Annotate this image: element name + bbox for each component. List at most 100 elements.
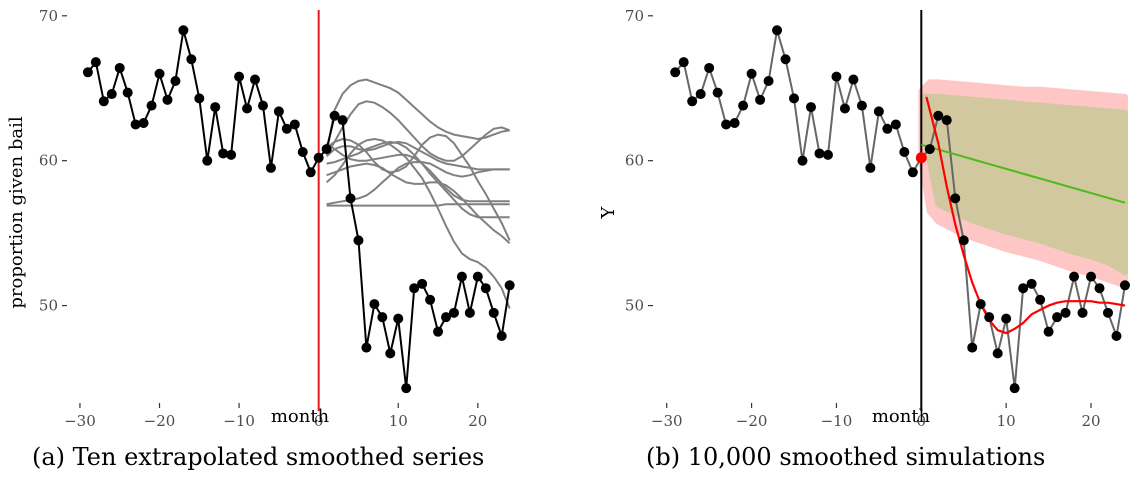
observed-data-point bbox=[822, 149, 833, 160]
observed-data-point bbox=[385, 348, 396, 359]
observed-data-point bbox=[297, 146, 308, 157]
observed-data-point bbox=[265, 162, 276, 173]
observed-data-point bbox=[138, 118, 149, 129]
x-tick-label: −10 bbox=[223, 412, 255, 430]
observed-data-point bbox=[345, 193, 356, 204]
observed-data-point bbox=[250, 74, 261, 85]
y-tick-label: 50 bbox=[39, 297, 58, 315]
observed-data-point bbox=[1001, 313, 1012, 324]
observed-data-point bbox=[738, 100, 749, 111]
extrapolated-series-line bbox=[326, 161, 510, 206]
observed-data-point bbox=[289, 119, 300, 130]
observed-data-point bbox=[899, 146, 910, 157]
observed-data-point bbox=[234, 71, 245, 82]
extrapolated-series-line bbox=[326, 142, 510, 203]
observed-data-point bbox=[488, 307, 499, 318]
observed-data-point bbox=[98, 96, 109, 107]
y-axis-title: Y bbox=[598, 205, 619, 219]
observed-data-point bbox=[472, 271, 483, 282]
observed-data-point bbox=[114, 62, 125, 73]
observed-data-point bbox=[1043, 326, 1054, 337]
observed-data-point bbox=[194, 93, 205, 104]
observed-data-point bbox=[480, 283, 491, 294]
y-tick-label: 50 bbox=[625, 297, 644, 315]
observed-data-point bbox=[178, 25, 189, 36]
observed-data-point bbox=[353, 235, 364, 246]
x-tick-label: −30 bbox=[64, 412, 96, 430]
observed-data-point bbox=[1009, 383, 1020, 394]
observed-data-point bbox=[210, 102, 221, 113]
observed-data-point bbox=[122, 87, 133, 98]
smoothed-mean-line bbox=[925, 96, 1126, 335]
observed-data-point bbox=[746, 68, 757, 79]
observed-data-point bbox=[1111, 331, 1122, 342]
x-tick-label: −30 bbox=[651, 412, 683, 430]
observed-series-line bbox=[87, 30, 511, 389]
observed-data-point bbox=[329, 110, 340, 121]
x-tick-label: 20 bbox=[468, 412, 487, 430]
caption-panel-a: (a) Ten extrapolated smoothed series bbox=[32, 443, 485, 471]
observed-data-point bbox=[401, 383, 412, 394]
observed-data-point bbox=[763, 75, 774, 86]
observed-data-point bbox=[721, 119, 732, 130]
observed-data-point bbox=[393, 313, 404, 324]
observed-data-point bbox=[848, 74, 859, 85]
observed-data-point bbox=[712, 87, 723, 98]
x-tick-label: 20 bbox=[1081, 412, 1100, 430]
observed-data-point bbox=[82, 67, 93, 78]
observed-data-point bbox=[313, 152, 324, 163]
observed-data-point bbox=[797, 155, 808, 166]
observed-data-point bbox=[678, 57, 689, 68]
extrapolated-series-line bbox=[325, 100, 511, 162]
x-tick-label: 10 bbox=[997, 412, 1016, 430]
x-tick-label: −20 bbox=[144, 412, 176, 430]
observed-data-point bbox=[1018, 283, 1029, 294]
observed-data-point bbox=[865, 162, 876, 173]
observed-data-point bbox=[496, 331, 507, 342]
observed-data-point bbox=[873, 106, 884, 117]
observed-data-point bbox=[425, 294, 436, 305]
observed-data-point bbox=[361, 342, 372, 353]
x-tick-label: −10 bbox=[821, 412, 853, 430]
observed-data-point bbox=[933, 110, 944, 121]
observed-data-point bbox=[1035, 294, 1046, 305]
observed-data-point bbox=[464, 307, 475, 318]
observed-data-point bbox=[1102, 307, 1113, 318]
observed-data-point bbox=[146, 100, 157, 111]
observed-data-point bbox=[890, 119, 901, 130]
observed-data-point bbox=[755, 94, 766, 105]
panel-b-chart: 50 60 70 −30 −20 −10 0 10 20 month Y bbox=[598, 7, 1130, 430]
observed-data-point bbox=[202, 155, 213, 166]
observed-data-point bbox=[789, 93, 800, 104]
observed-data-point bbox=[704, 62, 715, 73]
observed-data-point bbox=[417, 278, 428, 289]
extrapolated-series-line bbox=[325, 78, 510, 154]
observed-data-point bbox=[805, 102, 816, 113]
observed-data-point bbox=[729, 118, 740, 129]
observed-data-point bbox=[504, 280, 515, 291]
y-axis-title: proportion given bail bbox=[6, 116, 27, 308]
observed-data-point bbox=[242, 103, 253, 114]
observed-data-point bbox=[907, 167, 918, 178]
observed-data-point bbox=[950, 193, 961, 204]
observed-data-point bbox=[456, 271, 467, 282]
observed-data-point bbox=[992, 348, 1003, 359]
observed-data-point bbox=[695, 89, 706, 100]
extrapolated-series-line bbox=[326, 162, 511, 245]
observed-data-point bbox=[1094, 283, 1105, 294]
observed-data-point bbox=[1026, 278, 1037, 289]
observed-data-point bbox=[1077, 307, 1088, 318]
inner-uncertainty-band bbox=[920, 93, 1128, 276]
x-axis-title: month bbox=[271, 406, 330, 427]
caption-panel-b: (b) 10,000 smoothed simulations bbox=[646, 443, 1046, 471]
y-tick-label: 70 bbox=[39, 7, 58, 25]
observed-data-point bbox=[154, 68, 165, 79]
observed-data-point bbox=[1069, 271, 1080, 282]
x-tick-label: −20 bbox=[736, 412, 768, 430]
observed-data-point bbox=[162, 94, 173, 105]
observed-data-point bbox=[273, 106, 284, 117]
observed-data-point bbox=[670, 67, 681, 78]
observed-data-point bbox=[831, 71, 842, 82]
panel-a-chart: 50 60 70 −30 −20 −10 0 10 20 month proportion give… bbox=[6, 7, 515, 430]
